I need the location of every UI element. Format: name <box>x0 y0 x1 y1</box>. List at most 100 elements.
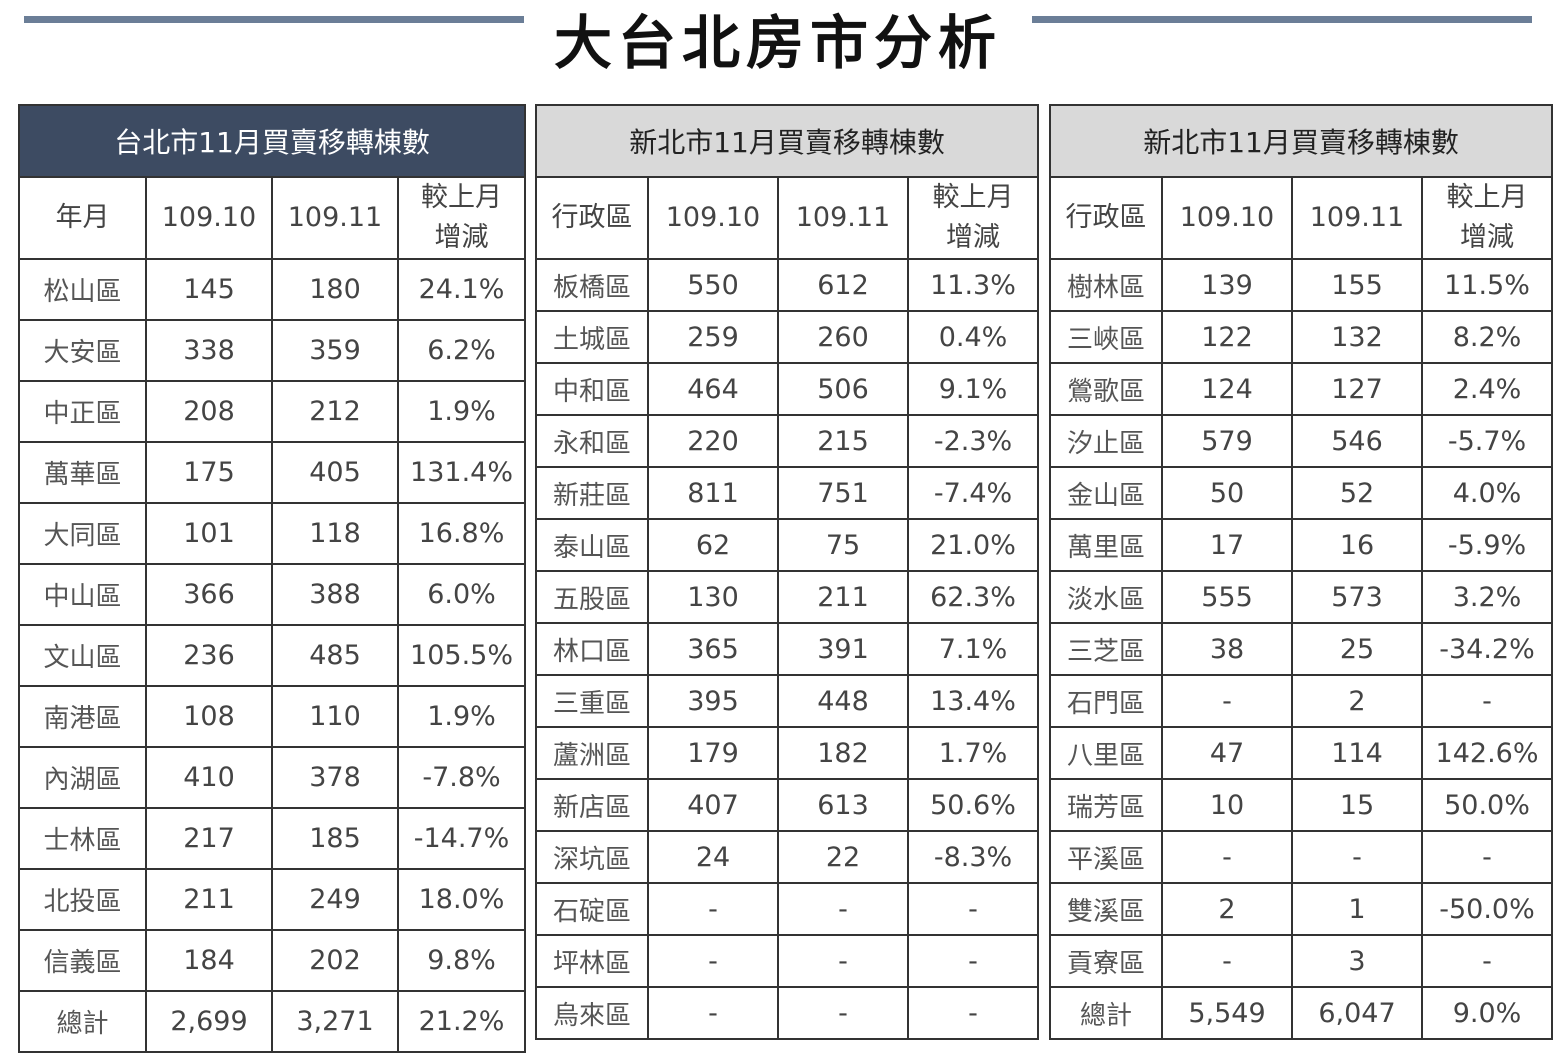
table-row: 松山區 145 180 24.1% <box>18 258 527 321</box>
table-cell: 10 <box>1161 778 1293 832</box>
district-name: 南港區 <box>18 685 147 748</box>
table-cell: 249 <box>271 868 399 931</box>
table-cell: 18.0% <box>396 868 527 931</box>
column-header: 109.10 <box>647 176 779 260</box>
district-name: 總計 <box>1049 986 1163 1040</box>
table-cell: -5.9% <box>1420 518 1554 572</box>
district-name: 林口區 <box>535 622 649 676</box>
table-cell: 47 <box>1161 726 1293 780</box>
table-cell: 175 <box>145 441 273 504</box>
table-row: 中正區 208 212 1.9% <box>18 380 527 443</box>
district-name: 板橋區 <box>535 258 649 312</box>
table-cell: 131.4% <box>396 441 527 504</box>
table-cell: - <box>647 934 779 988</box>
table-row: 淡水區 555 573 3.2% <box>1049 570 1554 624</box>
table-row: 金山區 50 52 4.0% <box>1049 466 1554 520</box>
table-cell: 8.2% <box>1420 310 1554 364</box>
table-cell: - <box>1420 674 1554 728</box>
table-cell: 2 <box>1291 674 1423 728</box>
table-cell: 220 <box>647 414 779 468</box>
table-cell: 9.0% <box>1420 986 1554 1040</box>
table-cell: 405 <box>271 441 399 504</box>
district-name: 萬里區 <box>1049 518 1163 572</box>
table-cell: 130 <box>647 570 779 624</box>
district-name: 淡水區 <box>1049 570 1163 624</box>
district-name: 泰山區 <box>535 518 649 572</box>
table-cell: -8.3% <box>906 830 1040 884</box>
table-cell: 184 <box>145 929 273 992</box>
district-name: 新莊區 <box>535 466 649 520</box>
table-cell: 25 <box>1291 622 1423 676</box>
table-row: 三峽區 122 132 8.2% <box>1049 310 1554 364</box>
district-name: 石門區 <box>1049 674 1163 728</box>
table-cell: 751 <box>777 466 909 520</box>
table-cell: -2.3% <box>906 414 1040 468</box>
table-cell: - <box>777 934 909 988</box>
table-cell: 1.7% <box>906 726 1040 780</box>
district-name: 中和區 <box>535 362 649 416</box>
table-cell: 155 <box>1291 258 1423 312</box>
table-cell: 6,047 <box>1291 986 1423 1040</box>
table-cell: 110 <box>271 685 399 748</box>
title-rule-right <box>1032 16 1532 23</box>
table-cell: - <box>906 934 1040 988</box>
table-cell: 118 <box>271 502 399 565</box>
table-cell: 212 <box>271 380 399 443</box>
district-name: 信義區 <box>18 929 147 992</box>
table-cell: 260 <box>777 310 909 364</box>
district-name: 石碇區 <box>535 882 649 936</box>
table-row: 新莊區 811 751 -7.4% <box>535 466 1040 520</box>
table-cell: 211 <box>145 868 273 931</box>
table-cell: 7.1% <box>906 622 1040 676</box>
table-cell: 2.4% <box>1420 362 1554 416</box>
district-name: 雙溪區 <box>1049 882 1163 936</box>
table-cell: 114 <box>1291 726 1423 780</box>
table-cell: 4.0% <box>1420 466 1554 520</box>
table-cell: - <box>1161 674 1293 728</box>
table-cell: 145 <box>145 258 273 321</box>
table-row: 萬里區 17 16 -5.9% <box>1049 518 1554 572</box>
district-name: 萬華區 <box>18 441 147 504</box>
table-cell: -50.0% <box>1420 882 1554 936</box>
table-cell: - <box>906 882 1040 936</box>
table-cell: 52 <box>1291 466 1423 520</box>
table-row: 汐止區 579 546 -5.7% <box>1049 414 1554 468</box>
table-cell: 50 <box>1161 466 1293 520</box>
table-row: 瑞芳區 10 15 50.0% <box>1049 778 1554 832</box>
district-name: 貢寮區 <box>1049 934 1163 988</box>
table-cell: 2 <box>1161 882 1293 936</box>
table-row: 大同區 101 118 16.8% <box>18 502 527 565</box>
new-taipei-transfer-table-1: 新北市11月買賣移轉棟數 行政區 109.10 109.11 較上月 增減 板橋區 550… <box>534 104 1040 1040</box>
table-cell: 579 <box>1161 414 1293 468</box>
table-cell: -7.4% <box>906 466 1040 520</box>
district-name: 金山區 <box>1049 466 1163 520</box>
table-row: 士林區 217 185 -14.7% <box>18 807 527 870</box>
table-cell: 208 <box>145 380 273 443</box>
column-header: 行政區 <box>1049 176 1163 260</box>
table-cell: 1.9% <box>396 685 527 748</box>
table-cell: - <box>777 882 909 936</box>
table-cell: 6.0% <box>396 563 527 626</box>
table-cell: 359 <box>271 319 399 382</box>
table-row: 石門區 -2- <box>1049 674 1554 728</box>
table-row: 蘆洲區 179 182 1.7% <box>535 726 1040 780</box>
table-row: 內湖區 410 378 -7.8% <box>18 746 527 809</box>
table-cell: 179 <box>647 726 779 780</box>
district-name: 土城區 <box>535 310 649 364</box>
table-cell: 3,271 <box>271 990 399 1053</box>
table-cell: 132 <box>1291 310 1423 364</box>
table-cell: 105.5% <box>396 624 527 687</box>
district-name: 汐止區 <box>1049 414 1163 468</box>
table-cell: 182 <box>777 726 909 780</box>
table-row: 文山區 236 485 105.5% <box>18 624 527 687</box>
table-cell: 259 <box>647 310 779 364</box>
table-cell: 550 <box>647 258 779 312</box>
table-cell: 3.2% <box>1420 570 1554 624</box>
table-cell: 124 <box>1161 362 1293 416</box>
column-header: 行政區 <box>535 176 649 260</box>
table-cell: 24 <box>647 830 779 884</box>
table-cell: 9.1% <box>906 362 1040 416</box>
table-cell: 9.8% <box>396 929 527 992</box>
table-row: 深坑區 24 22 -8.3% <box>535 830 1040 884</box>
table-cell: 62 <box>647 518 779 572</box>
